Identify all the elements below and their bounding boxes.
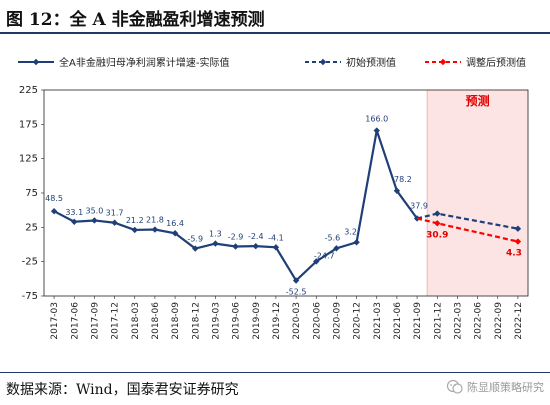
forecast-region [427, 90, 528, 296]
data-point [272, 244, 280, 251]
data-point [232, 243, 239, 250]
x-tick-label: 2018-09 [171, 302, 181, 340]
data-label: -2.4 [248, 232, 264, 241]
data-point [171, 230, 179, 237]
data-label: 30.9 [426, 230, 448, 240]
legend-marker [439, 58, 447, 66]
legend-marker [32, 58, 40, 66]
y-tick-label: 25 [25, 222, 38, 233]
forecast-label: 预测 [466, 93, 490, 108]
x-tick-label: 2018-03 [131, 302, 141, 340]
x-tick-label: 2018-06 [151, 302, 161, 340]
x-tick-label: 2021-06 [393, 302, 403, 340]
x-tick-label: 2019-09 [252, 302, 262, 340]
y-tick-label: 225 [19, 85, 38, 96]
data-label: 35.0 [86, 206, 104, 215]
data-point [50, 207, 58, 215]
watermark-text: 陈显顺策略研究 [467, 381, 544, 394]
title-divider [0, 32, 550, 34]
data-label: -2.9 [228, 232, 244, 241]
data-label: 48.5 [45, 194, 63, 203]
wechat-icon [446, 379, 463, 394]
data-point [212, 240, 219, 247]
figure-title: 图 12：全 A 非金融盈利增速预测 [6, 10, 265, 30]
data-point [91, 217, 98, 224]
x-tick-label: 2019-03 [211, 302, 221, 340]
x-tick-label: 2021-12 [433, 302, 443, 340]
data-point [292, 277, 300, 284]
data-point [434, 220, 441, 227]
x-tick-label: 2022-06 [474, 302, 484, 340]
data-point [434, 210, 441, 217]
legend-label: 调整后预测值 [466, 56, 526, 69]
x-tick-label: 2022-12 [514, 302, 524, 340]
data-label: 78.2 [394, 175, 412, 184]
data-label: 37.9 [410, 201, 428, 210]
data-source: 数据来源：Wind，国泰君安证券研究 [6, 382, 239, 398]
x-tick-label: 2022-09 [494, 302, 504, 340]
x-tick-label: 2021-03 [373, 302, 383, 340]
x-tick-label: 2018-12 [191, 302, 201, 340]
y-tick-label: -75 [22, 291, 38, 302]
data-point [333, 245, 340, 252]
x-tick-label: 2020-12 [353, 302, 363, 340]
data-label: -52.5 [286, 288, 307, 297]
data-label: 166.0 [365, 115, 388, 124]
data-label: 4.3 [506, 249, 522, 259]
y-tick-label: 125 [19, 154, 38, 165]
data-label: 21.2 [126, 216, 144, 225]
data-label: -24.7 [314, 251, 335, 260]
y-tick-label: -25 [22, 257, 38, 268]
data-point [353, 239, 360, 246]
data-point [373, 127, 380, 134]
x-tick-label: 2020-03 [292, 302, 302, 340]
data-point [252, 242, 259, 250]
data-point [514, 238, 522, 245]
legend-label: 初始预测值 [346, 56, 396, 69]
y-tick-label: 75 [25, 188, 38, 199]
series-line [53, 130, 418, 283]
x-tick-label: 2022-03 [453, 302, 463, 340]
data-point [151, 226, 159, 233]
data-label: -4.1 [268, 233, 284, 242]
data-label: 31.7 [106, 209, 124, 218]
x-tick-label: 2017-12 [111, 302, 121, 340]
data-label: 33.1 [65, 208, 83, 217]
data-point [393, 187, 401, 195]
x-tick-label: 2019-12 [272, 302, 282, 340]
x-tick-label: 2020-09 [332, 302, 342, 340]
legend-marker [319, 58, 327, 66]
data-point [192, 245, 199, 252]
data-point [514, 225, 522, 232]
data-point [111, 219, 118, 226]
data-label: 1.3 [209, 230, 222, 239]
figure-footer: 数据来源：Wind，国泰君安证券研究 陈显顺策略研究 [0, 372, 550, 405]
data-point [413, 215, 421, 222]
data-point [71, 218, 78, 225]
x-tick-label: 2017-09 [90, 302, 100, 340]
data-label: 21.8 [146, 216, 164, 225]
data-label: 3.2 [344, 227, 357, 236]
x-tick-label: 2017-06 [70, 302, 80, 340]
x-tick-label: 2017-03 [50, 302, 60, 340]
chart-container: 预测 -75 -25 25 75 125 175 225 2017-03 2017-06 2017-… [0, 38, 550, 374]
figure-header: 图 12：全 A 非金融盈利增速预测 [0, 0, 550, 34]
data-label: -5.6 [325, 233, 341, 242]
data-point [131, 226, 138, 234]
watermark: 陈显顺策略研究 [446, 378, 544, 396]
legend-label: 全A非金融归母净利润累计增速-实际值 [59, 56, 229, 69]
x-tick-label: 2020-06 [312, 302, 322, 340]
y-tick-label: 175 [19, 119, 38, 130]
x-tick-label: 2021-09 [413, 302, 423, 340]
x-tick-label: 2019-06 [232, 302, 242, 340]
footer-divider [0, 372, 550, 373]
data-label: 16.4 [166, 219, 184, 228]
line-chart: 预测 -75 -25 25 75 125 175 225 2017-03 2017-06 2017-… [18, 56, 529, 340]
data-label: -5.9 [187, 235, 203, 244]
